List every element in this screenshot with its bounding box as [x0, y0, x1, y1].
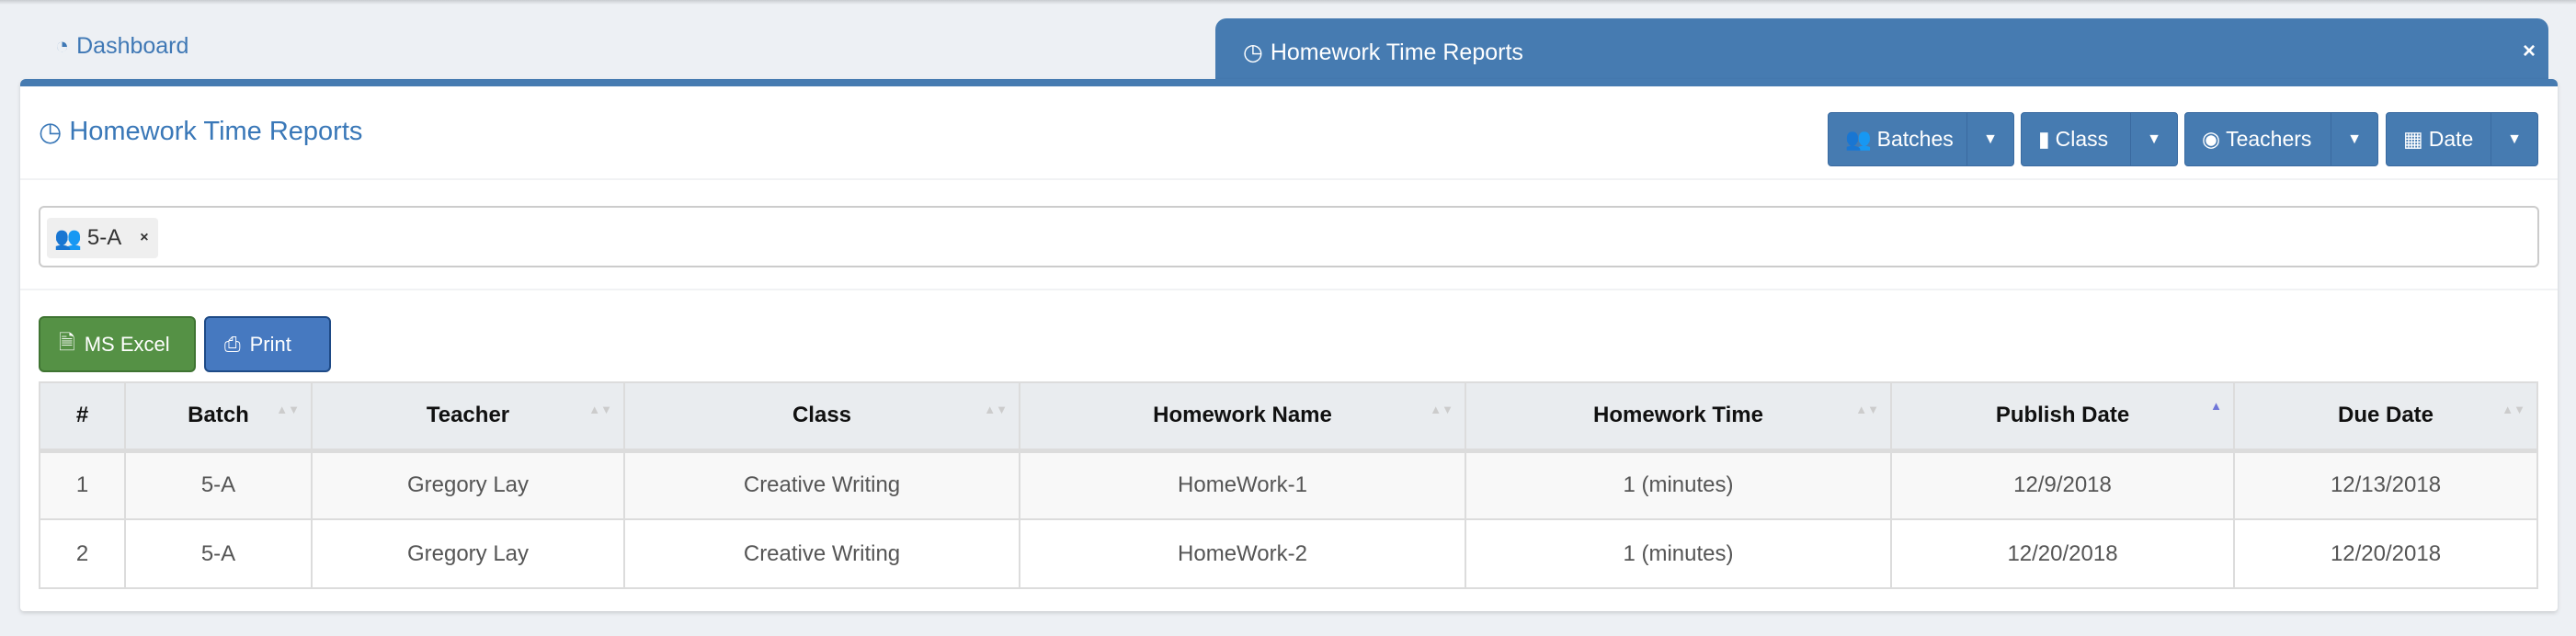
- table-row: 1 5-A Gregory Lay Creative Writing HomeW…: [39, 449, 2538, 520]
- batches-label: Batches: [1876, 127, 1954, 151]
- cell-class: Creative Writing: [623, 518, 1020, 589]
- divider: [20, 289, 2558, 290]
- date-dropdown[interactable]: ▦ Date ▼: [2386, 112, 2538, 166]
- column-header-homework-time[interactable]: Homework Time ▲▼: [1465, 381, 1892, 453]
- class-button[interactable]: ▮ Class: [2022, 113, 2131, 165]
- cell-homework-time: 1 (minutes): [1465, 449, 1892, 520]
- print-label: Print: [249, 332, 291, 356]
- class-dropdown[interactable]: ▮ Class ▼: [2021, 112, 2178, 166]
- page-title-text: Homework Time Reports: [69, 117, 363, 146]
- header-label: Teacher: [426, 403, 510, 428]
- header-label: Class: [792, 403, 852, 428]
- user-circle-icon: ◉: [2202, 127, 2221, 151]
- print-button[interactable]: ⎙ Print: [204, 316, 331, 372]
- cell-homework-time: 1 (minutes): [1465, 518, 1892, 589]
- teachers-dropdown[interactable]: ◉ Teachers ▼: [2184, 112, 2378, 166]
- close-tab-icon[interactable]: ×: [2522, 39, 2536, 63]
- header-label: Publish Date: [1995, 403, 2130, 428]
- column-header-due-date[interactable]: Due Date ▲▼: [2233, 381, 2538, 453]
- tab-homework-time-reports[interactable]: ◷ Homework Time Reports ×: [1215, 18, 2548, 86]
- page-title: ◷ Homework Time Reports: [39, 116, 362, 148]
- header-label: Homework Name: [1153, 403, 1332, 428]
- cell-number: 2: [39, 518, 126, 589]
- book-icon: ▮: [2038, 127, 2050, 151]
- caret-down-icon[interactable]: ▼: [2507, 131, 2522, 147]
- top-shadow: [0, 0, 2576, 5]
- table-row: 2 5-A Gregory Lay Creative Writing HomeW…: [39, 518, 2538, 589]
- report-panel: ◷ Homework Time Reports 👥 Batches ▼ ▮ Clas…: [20, 79, 2558, 611]
- date-button[interactable]: ▦ Date: [2387, 113, 2491, 165]
- teachers-button[interactable]: ◉ Teachers: [2185, 113, 2331, 165]
- cell-homework-name: HomeWork-2: [1019, 518, 1466, 589]
- cell-batch: 5-A: [124, 518, 313, 589]
- table-header-row: # Batch ▲▼ Teacher ▲▼ Class ▲▼ Homework Nam…: [39, 381, 2538, 453]
- users-icon: 👥: [1845, 127, 1872, 151]
- sort-icon: ▲▼: [1430, 403, 1453, 416]
- sort-icon: ▲▼: [276, 403, 300, 416]
- batches-button[interactable]: 👥 Batches: [1829, 113, 1967, 165]
- caret-down-icon[interactable]: ▼: [1983, 131, 1998, 147]
- column-header-teacher[interactable]: Teacher ▲▼: [311, 381, 625, 453]
- clock-icon: ◷: [1243, 40, 1263, 65]
- cell-publish-date: 12/9/2018: [1890, 449, 2235, 520]
- sort-icon: ▲▼: [984, 403, 1008, 416]
- cell-publish-date: 12/20/2018: [1890, 518, 2235, 589]
- sort-icon: ▲▼: [1855, 403, 1879, 416]
- tab-active-label: Homework Time Reports: [1270, 39, 1523, 65]
- filter-chip: 👥 5-A ×: [47, 218, 158, 258]
- sort-icon: ▲▼: [2502, 403, 2525, 416]
- header-label: Due Date: [2337, 403, 2434, 428]
- header-label: Homework Time: [1593, 403, 1763, 428]
- users-icon: 👥: [54, 225, 82, 251]
- ms-excel-button[interactable]: 🗎 MS Excel: [39, 316, 196, 372]
- ms-excel-label: MS Excel: [84, 332, 170, 356]
- tab-dashboard-label: Dashboard: [76, 33, 189, 59]
- header-label: Batch: [188, 403, 249, 428]
- dashboard-icon: ◔: [55, 33, 70, 59]
- clock-icon: ◷: [39, 118, 63, 147]
- cell-due-date: 12/20/2018: [2233, 518, 2538, 589]
- batches-dropdown[interactable]: 👥 Batches ▼: [1828, 112, 2014, 166]
- header-label: #: [75, 403, 89, 428]
- cell-batch: 5-A: [124, 449, 313, 520]
- class-label: Class: [2055, 127, 2109, 151]
- column-header-homework-name[interactable]: Homework Name ▲▼: [1019, 381, 1466, 453]
- cell-homework-name: HomeWork-1: [1019, 449, 1466, 520]
- cell-due-date: 12/13/2018: [2233, 449, 2538, 520]
- tab-dashboard[interactable]: ◔ Dashboard: [55, 33, 188, 60]
- cell-teacher: Gregory Lay: [311, 518, 625, 589]
- teachers-label: Teachers: [2226, 127, 2312, 151]
- column-header-publish-date[interactable]: Publish Date ▲: [1890, 381, 2235, 453]
- sort-icon: ▲▼: [588, 403, 612, 416]
- column-header-batch[interactable]: Batch ▲▼: [124, 381, 313, 453]
- cell-teacher: Gregory Lay: [311, 449, 625, 520]
- date-label: Date: [2428, 127, 2474, 151]
- filter-chip-label: 5-A: [86, 225, 122, 250]
- divider: [20, 178, 2558, 180]
- selected-filters-input[interactable]: 👥 5-A ×: [39, 206, 2539, 267]
- file-excel-icon: 🗎: [59, 330, 75, 354]
- print-icon: ⎙: [224, 332, 241, 356]
- remove-chip-icon[interactable]: ×: [140, 230, 149, 245]
- report-table: # Batch ▲▼ Teacher ▲▼ Class ▲▼ Homework Nam…: [39, 381, 2538, 589]
- calendar-icon: ▦: [2403, 127, 2423, 151]
- caret-down-icon[interactable]: ▼: [2147, 131, 2161, 147]
- cell-number: 1: [39, 449, 126, 520]
- column-header-number[interactable]: #: [39, 381, 126, 453]
- cell-class: Creative Writing: [623, 449, 1020, 520]
- caret-down-icon[interactable]: ▼: [2347, 131, 2362, 147]
- column-header-class[interactable]: Class ▲▼: [623, 381, 1020, 453]
- sort-ascending-icon: ▲: [2210, 399, 2222, 413]
